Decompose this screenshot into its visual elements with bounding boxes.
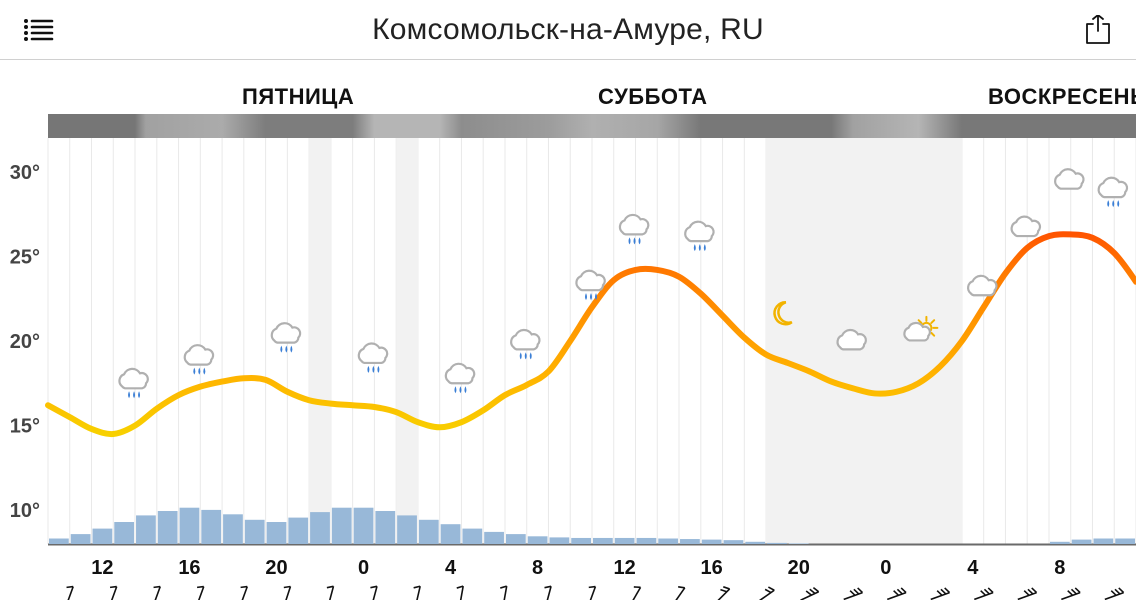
- rain-icon: [119, 369, 147, 398]
- svg-text:0: 0: [880, 557, 891, 579]
- share-icon[interactable]: [1078, 10, 1118, 50]
- rain-icon: [620, 215, 648, 244]
- cloud-icon: [1012, 217, 1040, 236]
- cloud-icon: [968, 276, 996, 295]
- svg-text:8: 8: [532, 557, 543, 579]
- svg-text:12: 12: [91, 557, 113, 579]
- svg-text:0: 0: [358, 557, 369, 579]
- svg-text:20°: 20°: [10, 331, 40, 353]
- rain-icon: [185, 345, 213, 374]
- svg-text:20: 20: [265, 557, 287, 579]
- rain-icon: [511, 330, 539, 359]
- rain-icon: [685, 222, 713, 251]
- svg-text:16: 16: [178, 557, 200, 579]
- svg-text:12: 12: [614, 557, 636, 579]
- forecast-chart[interactable]: ПЯТНИЦАСУББОТАВОСКРЕСЕНЬЕ 10°15°20°25°30…: [0, 60, 1136, 600]
- svg-text:10°: 10°: [10, 500, 40, 522]
- svg-text:4: 4: [967, 557, 979, 579]
- svg-text:30°: 30°: [10, 162, 40, 184]
- chart-svg: 10° 15° 20° 25° 30° 12 16 20 0 4 8 12 16 20 0 4 8: [0, 60, 1136, 600]
- svg-text:25°: 25°: [10, 246, 40, 268]
- location-title: Комсомольск-на-Амуре, RU: [372, 13, 764, 47]
- svg-text:16: 16: [701, 557, 723, 579]
- svg-text:4: 4: [445, 557, 457, 579]
- header: Комсомольск-на-Амуре, RU: [0, 0, 1136, 60]
- rain-icon: [446, 364, 474, 393]
- svg-text:8: 8: [1054, 557, 1065, 579]
- menu-icon[interactable]: [18, 10, 58, 50]
- rain-icon: [1099, 178, 1127, 207]
- svg-text:20: 20: [788, 557, 810, 579]
- cloud-icon: [1055, 169, 1083, 188]
- rain-icon: [359, 344, 387, 373]
- svg-text:15°: 15°: [10, 416, 40, 438]
- rain-icon: [272, 323, 300, 352]
